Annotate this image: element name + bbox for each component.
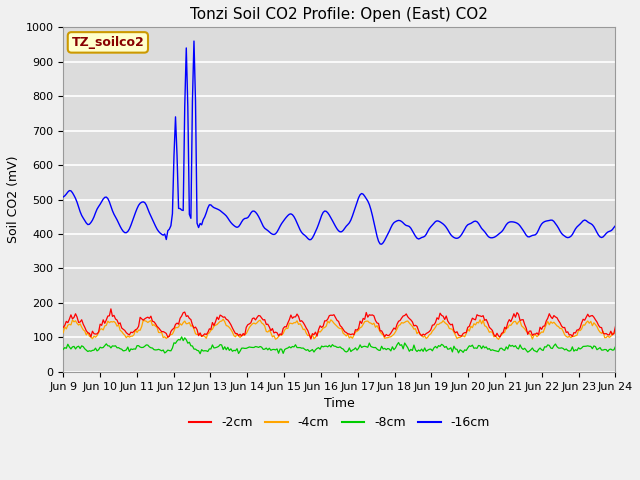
- Y-axis label: Soil CO2 (mV): Soil CO2 (mV): [7, 156, 20, 243]
- Legend: -2cm, -4cm, -8cm, -16cm: -2cm, -4cm, -8cm, -16cm: [184, 411, 495, 434]
- Title: Tonzi Soil CO2 Profile: Open (East) CO2: Tonzi Soil CO2 Profile: Open (East) CO2: [190, 7, 488, 22]
- X-axis label: Time: Time: [324, 397, 355, 410]
- Text: TZ_soilco2: TZ_soilco2: [72, 36, 144, 49]
